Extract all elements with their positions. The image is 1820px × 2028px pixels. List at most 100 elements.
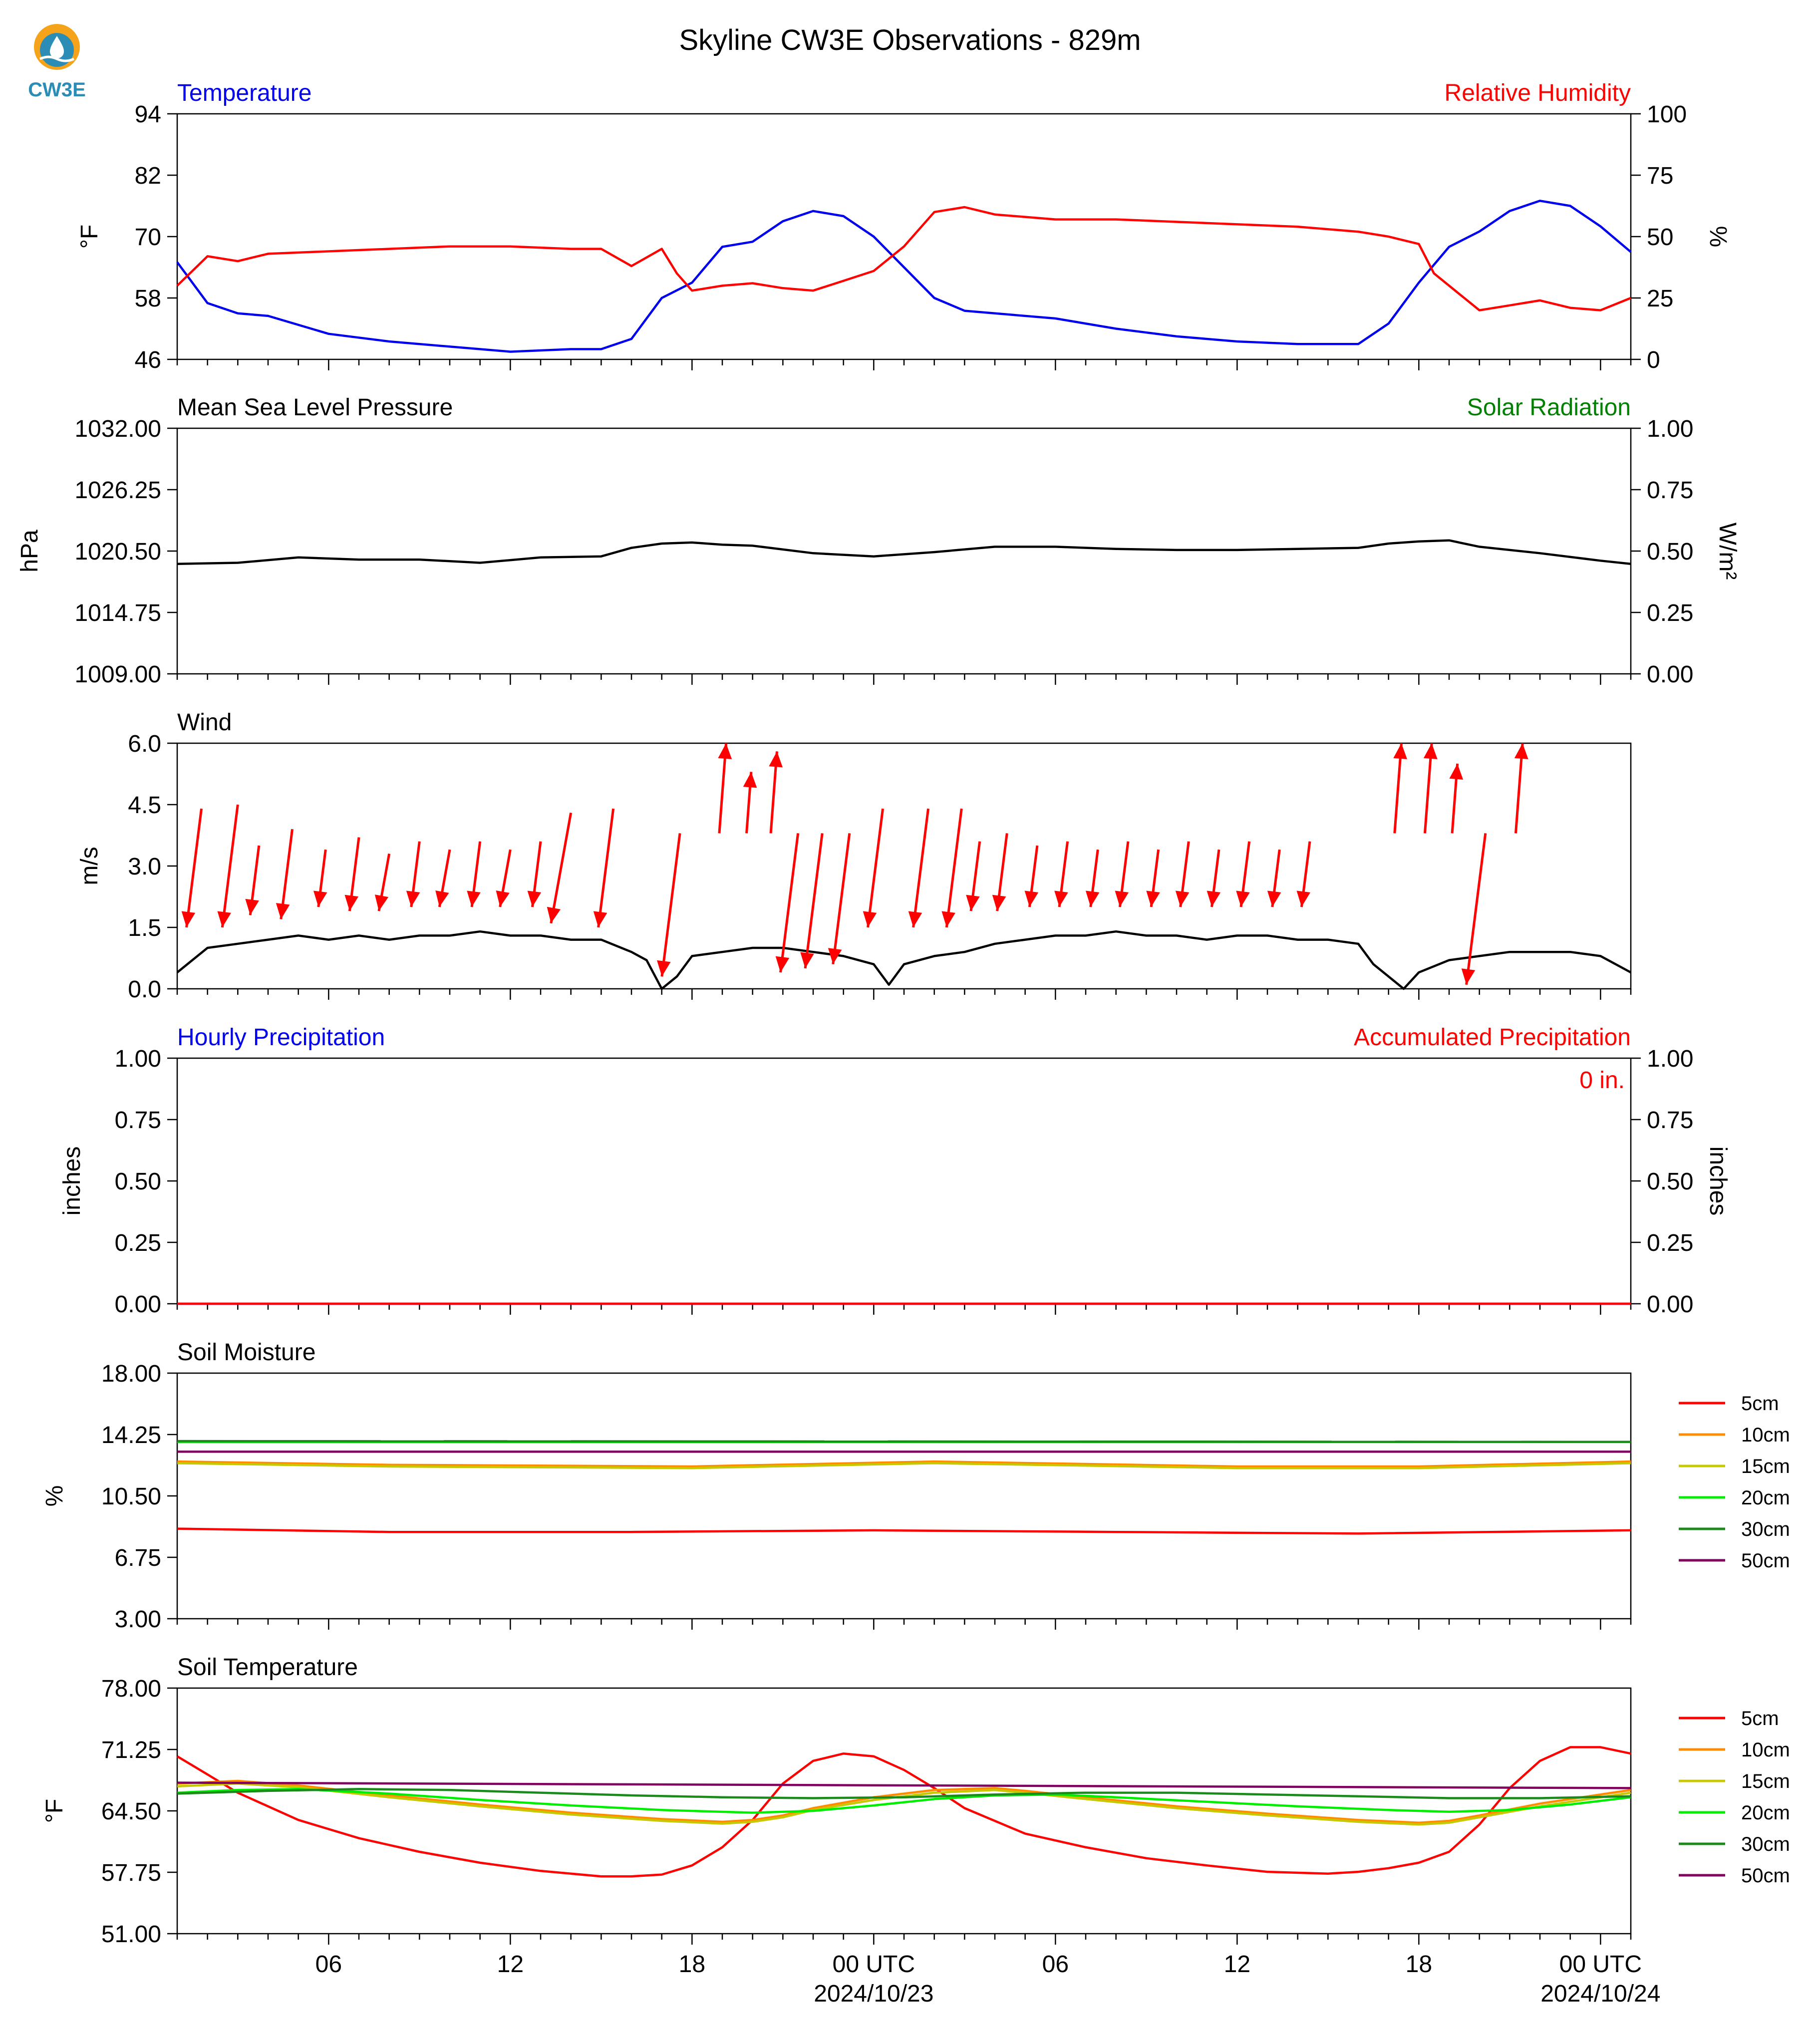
panel-title-right: Relative Humidity	[1445, 80, 1631, 106]
y-tick-label-left: 0.00	[115, 1291, 161, 1318]
x-date-label: 2024/10/23	[814, 1981, 933, 2007]
y-tick-label-right: 0.25	[1647, 600, 1693, 626]
panel-title-left: Soil Moisture	[177, 1339, 315, 1366]
panel-soil-moisture: Soil Moisture 18.00 14.25 10.50 6.75 3.00% 5cm…	[41, 1339, 1790, 1633]
y-tick-label-right: 50	[1647, 224, 1673, 251]
y-tick-label-left: 1032.00	[74, 416, 161, 442]
wind-arrow-head	[1393, 743, 1407, 759]
panel-temperature-humidity: Temperature Relative Humidity 94 82 70 58 46 10…	[76, 80, 1731, 373]
y-axis-label-right: W/m²	[1714, 523, 1741, 580]
series-line-30cm	[177, 1440, 1631, 1444]
panel-title-right: Solar Radiation	[1467, 394, 1631, 421]
y-tick-label-left: 1.5	[128, 915, 161, 941]
legend-label: 5cm	[1741, 1393, 1779, 1415]
y-tick-label-left: 58	[135, 286, 161, 312]
series-line-15cm	[177, 1462, 1631, 1469]
wind-arrow-head	[657, 960, 671, 977]
legend-label: 30cm	[1741, 1518, 1790, 1540]
y-tick-label-left: 6.0	[128, 731, 161, 757]
x-tick-label: 06	[1042, 1951, 1069, 1978]
y-axis-label-left: m/s	[76, 847, 103, 885]
chart-title: Skyline CW3E Observations - 829m	[679, 24, 1141, 56]
legend-label: 30cm	[1741, 1833, 1790, 1855]
legend-label: 15cm	[1741, 1455, 1790, 1477]
x-tick-label: 00 UTC	[1559, 1951, 1642, 1978]
wind-arrow-head	[941, 911, 955, 927]
wind-arrow-head	[1146, 890, 1160, 907]
y-tick-label-left: 70	[135, 224, 161, 251]
y-tick-label-right: 1.00	[1647, 1046, 1693, 1072]
accumulated-total-label: 0 in.	[1579, 1067, 1625, 1094]
y-axis-label-left: hPa	[16, 530, 43, 573]
wind-arrow-head	[800, 952, 814, 968]
wind-arrow-head	[718, 743, 732, 759]
wind-arrow-head	[1236, 890, 1250, 907]
legend-label: 20cm	[1741, 1487, 1790, 1509]
y-tick-label-left: 1014.75	[74, 600, 161, 626]
wind-arrow-head	[1514, 743, 1528, 759]
wind-arrow-head	[863, 911, 877, 927]
y-tick-label-right: 0.75	[1647, 1107, 1693, 1134]
panel-title-left: Wind	[177, 709, 232, 736]
y-tick-label-left: 0.50	[115, 1168, 161, 1195]
wind-arrow-head	[828, 948, 842, 964]
wind-arrow-head	[992, 894, 1006, 911]
y-tick-label-left: 14.25	[101, 1422, 161, 1449]
wind-arrow-head	[1115, 890, 1129, 907]
y-tick-label-right: 0	[1647, 347, 1660, 373]
series-line-0	[176, 200, 1632, 353]
wind-arrow-head	[217, 911, 231, 927]
y-axis-label-right: %	[1705, 226, 1731, 248]
wind-arrow-head	[344, 894, 358, 911]
series-line-10cm	[177, 1460, 1631, 1468]
y-tick-label-left: 10.50	[101, 1483, 161, 1510]
wind-arrow	[550, 812, 573, 924]
wind-arrow	[779, 833, 800, 973]
cw3e-logo: CW3E	[28, 24, 86, 101]
y-tick-label-left: 51.00	[101, 1921, 161, 1948]
wind-arrow-head	[966, 894, 980, 911]
wind-arrow-head	[593, 911, 607, 927]
x-date-label: 2024/10/24	[1540, 1981, 1660, 2007]
y-tick-label-right: 0.75	[1647, 477, 1693, 504]
series-line-20cm	[177, 1788, 1631, 1814]
wind-arrow-head	[181, 911, 196, 927]
y-tick-label-right: 1.00	[1647, 416, 1693, 442]
y-tick-label-right: 0.00	[1647, 661, 1693, 688]
wind-arrow-head	[743, 772, 757, 788]
panel-title-left: Mean Sea Level Pressure	[177, 394, 453, 421]
wind-arrow-head	[1085, 890, 1100, 907]
series-line-10cm	[177, 1779, 1631, 1824]
y-axis-label-left: °F	[76, 225, 103, 249]
legend: 5cm 10cm 15cm 20cm 30cm 50cm	[1679, 1393, 1790, 1572]
legend-label: 50cm	[1741, 1550, 1790, 1572]
wind-arrow	[945, 808, 963, 928]
panel-title-left: Soil Temperature	[177, 1654, 358, 1681]
y-tick-label-left: 6.75	[115, 1545, 161, 1571]
legend-label: 20cm	[1741, 1802, 1790, 1824]
wind-arrow	[221, 804, 239, 928]
legend-label: 10cm	[1741, 1424, 1790, 1446]
logo-wave-icon	[39, 55, 75, 62]
wind-arrow-head	[775, 956, 790, 973]
wind-arrow	[597, 808, 615, 928]
y-tick-label-left: 0.25	[115, 1230, 161, 1256]
series-line-1	[176, 206, 1631, 311]
y-tick-label-left: 3.00	[115, 1606, 161, 1633]
panel-title-right: Accumulated Precipitation	[1354, 1024, 1631, 1051]
y-tick-label-left: 1020.50	[74, 539, 161, 565]
y-tick-label-left: 1.00	[115, 1046, 161, 1072]
wind-arrow	[804, 833, 824, 969]
y-axis-label-left: %	[41, 1485, 68, 1507]
logo-text: CW3E	[28, 79, 86, 101]
wind-arrow-head	[467, 890, 481, 907]
wind-arrow	[912, 808, 930, 928]
wind-arrow-head	[547, 906, 561, 923]
y-tick-label-left: 82	[135, 163, 161, 189]
time-axis: 06 12 18 00 UTC 2024/10/23 06 12 18 00 UTC 2024/1…	[315, 1951, 1661, 2007]
wind-arrow-head	[1175, 890, 1190, 907]
series-line-50cm	[177, 1781, 1631, 1789]
wind-arrow-head	[908, 911, 922, 927]
